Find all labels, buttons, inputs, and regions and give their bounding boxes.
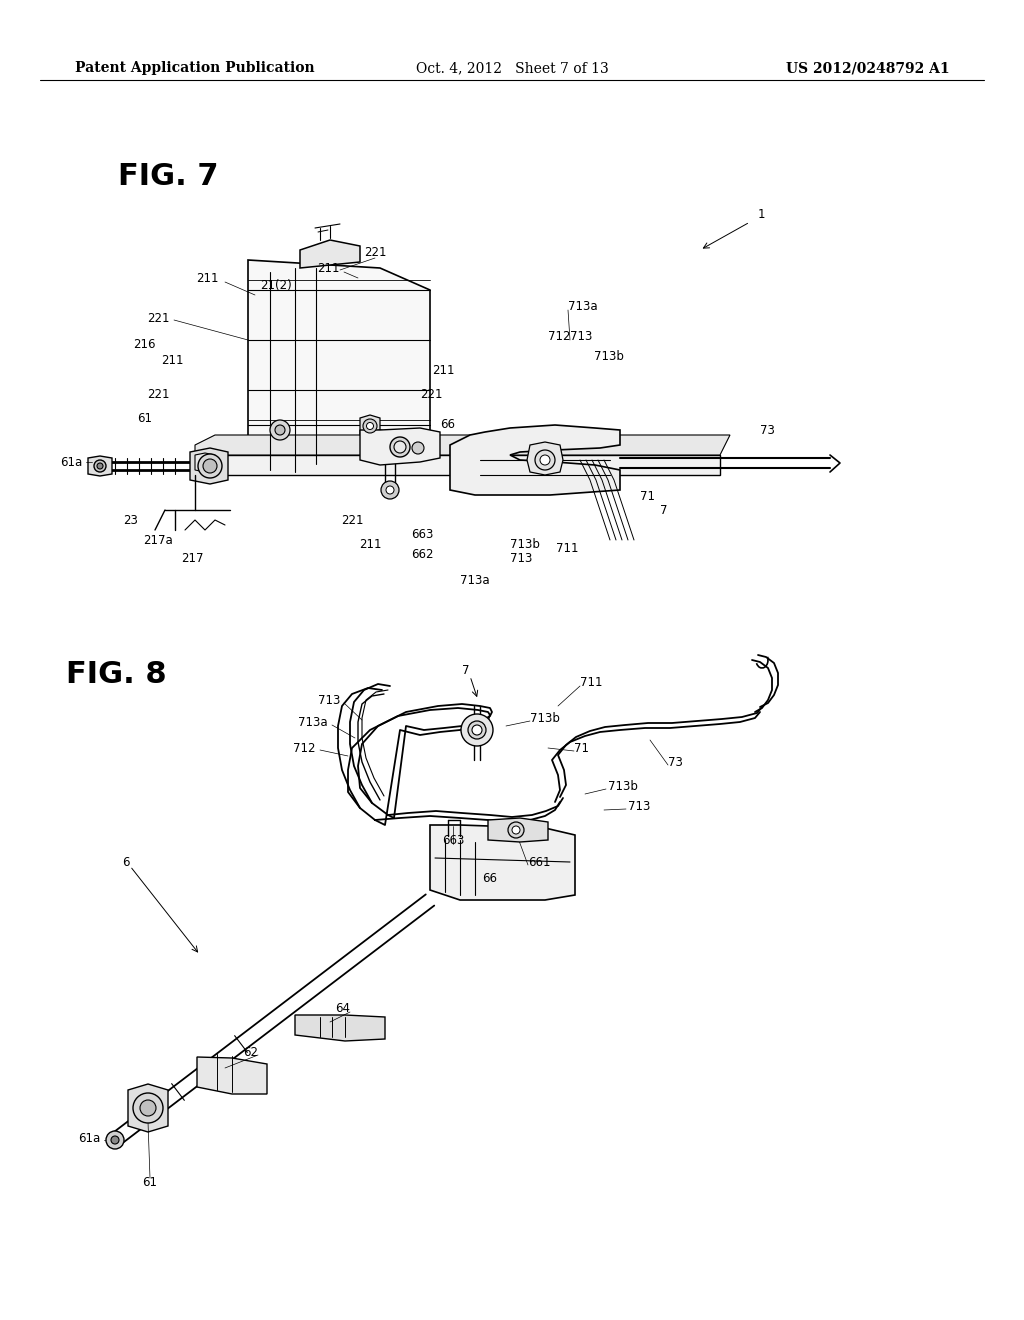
Polygon shape xyxy=(450,425,620,495)
Polygon shape xyxy=(195,436,730,455)
Circle shape xyxy=(535,450,555,470)
Text: 661: 661 xyxy=(528,855,551,869)
Text: 61a: 61a xyxy=(78,1131,100,1144)
Text: 663: 663 xyxy=(411,528,433,541)
Circle shape xyxy=(198,454,222,478)
Text: 61a: 61a xyxy=(59,455,82,469)
Polygon shape xyxy=(430,825,575,900)
Text: 713b: 713b xyxy=(510,539,540,552)
Text: 71: 71 xyxy=(640,490,655,503)
Text: 711: 711 xyxy=(556,541,579,554)
Circle shape xyxy=(362,418,377,433)
Text: 712: 712 xyxy=(548,330,570,342)
Text: 712: 712 xyxy=(294,742,316,755)
Text: 221: 221 xyxy=(420,388,442,400)
Text: FIG. 8: FIG. 8 xyxy=(66,660,167,689)
Text: 713b: 713b xyxy=(608,780,638,792)
Text: 663: 663 xyxy=(441,833,464,846)
Text: 221: 221 xyxy=(341,513,364,527)
Text: 66: 66 xyxy=(440,418,455,432)
Text: 71: 71 xyxy=(574,742,589,755)
Text: 221: 221 xyxy=(364,247,386,260)
Text: 7: 7 xyxy=(660,503,668,516)
Polygon shape xyxy=(197,1057,267,1094)
Text: 662: 662 xyxy=(411,549,433,561)
Polygon shape xyxy=(195,453,215,473)
Text: 713a: 713a xyxy=(298,715,328,729)
Text: 711: 711 xyxy=(580,676,602,689)
Text: FIG. 7: FIG. 7 xyxy=(118,162,218,191)
Text: 6: 6 xyxy=(122,855,130,869)
Circle shape xyxy=(512,826,520,834)
Polygon shape xyxy=(360,414,380,438)
Polygon shape xyxy=(128,1084,168,1133)
Circle shape xyxy=(111,1137,119,1144)
Text: 713a: 713a xyxy=(460,573,489,586)
Text: Oct. 4, 2012   Sheet 7 of 13: Oct. 4, 2012 Sheet 7 of 13 xyxy=(416,61,608,75)
Text: 713: 713 xyxy=(510,552,532,565)
Text: 61: 61 xyxy=(137,412,152,425)
Text: Patent Application Publication: Patent Application Publication xyxy=(75,61,314,75)
Text: 211: 211 xyxy=(162,354,184,367)
Text: 713: 713 xyxy=(570,330,592,342)
Text: 713b: 713b xyxy=(530,711,560,725)
Text: 62: 62 xyxy=(243,1045,258,1059)
Text: 211: 211 xyxy=(432,363,455,376)
Circle shape xyxy=(540,455,550,465)
Circle shape xyxy=(133,1093,163,1123)
Circle shape xyxy=(386,486,394,494)
Text: 1: 1 xyxy=(758,209,766,222)
Circle shape xyxy=(270,420,290,440)
Circle shape xyxy=(97,463,103,469)
Text: 216: 216 xyxy=(133,338,156,351)
Text: 211: 211 xyxy=(196,272,218,285)
Circle shape xyxy=(94,459,106,473)
Text: US 2012/0248792 A1: US 2012/0248792 A1 xyxy=(786,61,950,75)
Circle shape xyxy=(106,1131,124,1148)
Text: 23: 23 xyxy=(123,513,138,527)
Text: 7: 7 xyxy=(462,664,470,676)
Polygon shape xyxy=(195,455,720,475)
Circle shape xyxy=(381,480,399,499)
Text: 211: 211 xyxy=(358,537,381,550)
Polygon shape xyxy=(527,442,563,475)
Text: 713: 713 xyxy=(628,800,650,813)
Text: 73: 73 xyxy=(668,755,683,768)
Circle shape xyxy=(472,725,482,735)
Circle shape xyxy=(203,459,217,473)
Polygon shape xyxy=(190,447,228,484)
Text: 221: 221 xyxy=(147,388,170,401)
Polygon shape xyxy=(295,1015,385,1041)
Circle shape xyxy=(412,442,424,454)
Circle shape xyxy=(370,430,390,450)
Polygon shape xyxy=(300,240,360,268)
Text: 713: 713 xyxy=(317,693,340,706)
Polygon shape xyxy=(488,818,548,842)
Text: 217: 217 xyxy=(181,552,203,565)
Text: 221: 221 xyxy=(147,312,170,325)
Circle shape xyxy=(508,822,524,838)
Polygon shape xyxy=(360,428,440,465)
Text: 713a: 713a xyxy=(568,300,598,313)
Circle shape xyxy=(367,422,374,429)
Circle shape xyxy=(394,441,406,453)
Circle shape xyxy=(468,721,486,739)
Text: 64: 64 xyxy=(335,1002,350,1015)
Circle shape xyxy=(275,425,285,436)
Circle shape xyxy=(390,437,410,457)
Circle shape xyxy=(375,436,385,445)
Circle shape xyxy=(140,1100,156,1115)
Text: 713b: 713b xyxy=(594,350,624,363)
Circle shape xyxy=(461,714,493,746)
Text: 73: 73 xyxy=(760,424,775,437)
Text: 61: 61 xyxy=(142,1176,158,1188)
Text: 21(2): 21(2) xyxy=(260,280,292,293)
Polygon shape xyxy=(88,455,112,477)
Text: 217a: 217a xyxy=(143,533,173,546)
Text: 66: 66 xyxy=(482,871,498,884)
Text: 211: 211 xyxy=(317,261,340,275)
Polygon shape xyxy=(248,260,430,475)
